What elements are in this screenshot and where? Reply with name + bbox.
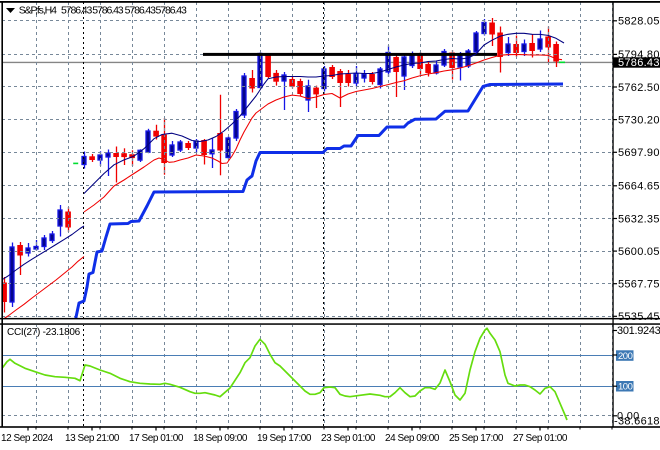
svg-text:5786.43: 5786.43 xyxy=(125,5,157,17)
svg-text:100: 100 xyxy=(618,382,633,393)
svg-text:19 Sep 17:00: 19 Sep 17:00 xyxy=(257,433,312,444)
svg-text:5786.43: 5786.43 xyxy=(618,57,660,69)
svg-text:12 Sep 2024: 12 Sep 2024 xyxy=(1,433,54,444)
svg-text:24 Sep 09:00: 24 Sep 09:00 xyxy=(385,433,440,444)
svg-text:27 Sep 01:00: 27 Sep 01:00 xyxy=(513,433,568,444)
svg-text:5786.43: 5786.43 xyxy=(61,5,93,17)
svg-text:5762.50: 5762.50 xyxy=(618,82,660,94)
svg-text:5697.90: 5697.90 xyxy=(618,147,660,159)
svg-text:-38.6618: -38.6618 xyxy=(614,416,660,428)
svg-text:25 Sep 17:00: 25 Sep 17:00 xyxy=(449,433,504,444)
svg-text:17 Sep 01:00: 17 Sep 01:00 xyxy=(129,433,184,444)
svg-text:13 Sep 21:00: 13 Sep 21:00 xyxy=(65,433,120,444)
svg-text:0.00: 0.00 xyxy=(617,411,640,423)
svg-text:CCI(27) -23.1806: CCI(27) -23.1806 xyxy=(7,327,81,338)
svg-text:5786.43: 5786.43 xyxy=(92,5,124,17)
svg-text:301.9243: 301.9243 xyxy=(617,325,660,337)
svg-text:200: 200 xyxy=(618,351,633,362)
svg-text:5535.45: 5535.45 xyxy=(618,311,660,323)
svg-text:5786.43: 5786.43 xyxy=(156,5,188,17)
svg-text:5730.20: 5730.20 xyxy=(618,114,660,126)
svg-text:5600.05: 5600.05 xyxy=(618,246,660,258)
svg-text:5567.75: 5567.75 xyxy=(618,279,660,291)
svg-text:18 Sep 09:00: 18 Sep 09:00 xyxy=(193,433,248,444)
svg-text:5664.65: 5664.65 xyxy=(618,181,660,193)
svg-text:5632.35: 5632.35 xyxy=(618,213,660,225)
svg-text:23 Sep 01:00: 23 Sep 01:00 xyxy=(321,433,376,444)
svg-text:5828.05: 5828.05 xyxy=(618,16,660,28)
svg-text:S&P,fs,H4: S&P,fs,H4 xyxy=(19,5,57,17)
